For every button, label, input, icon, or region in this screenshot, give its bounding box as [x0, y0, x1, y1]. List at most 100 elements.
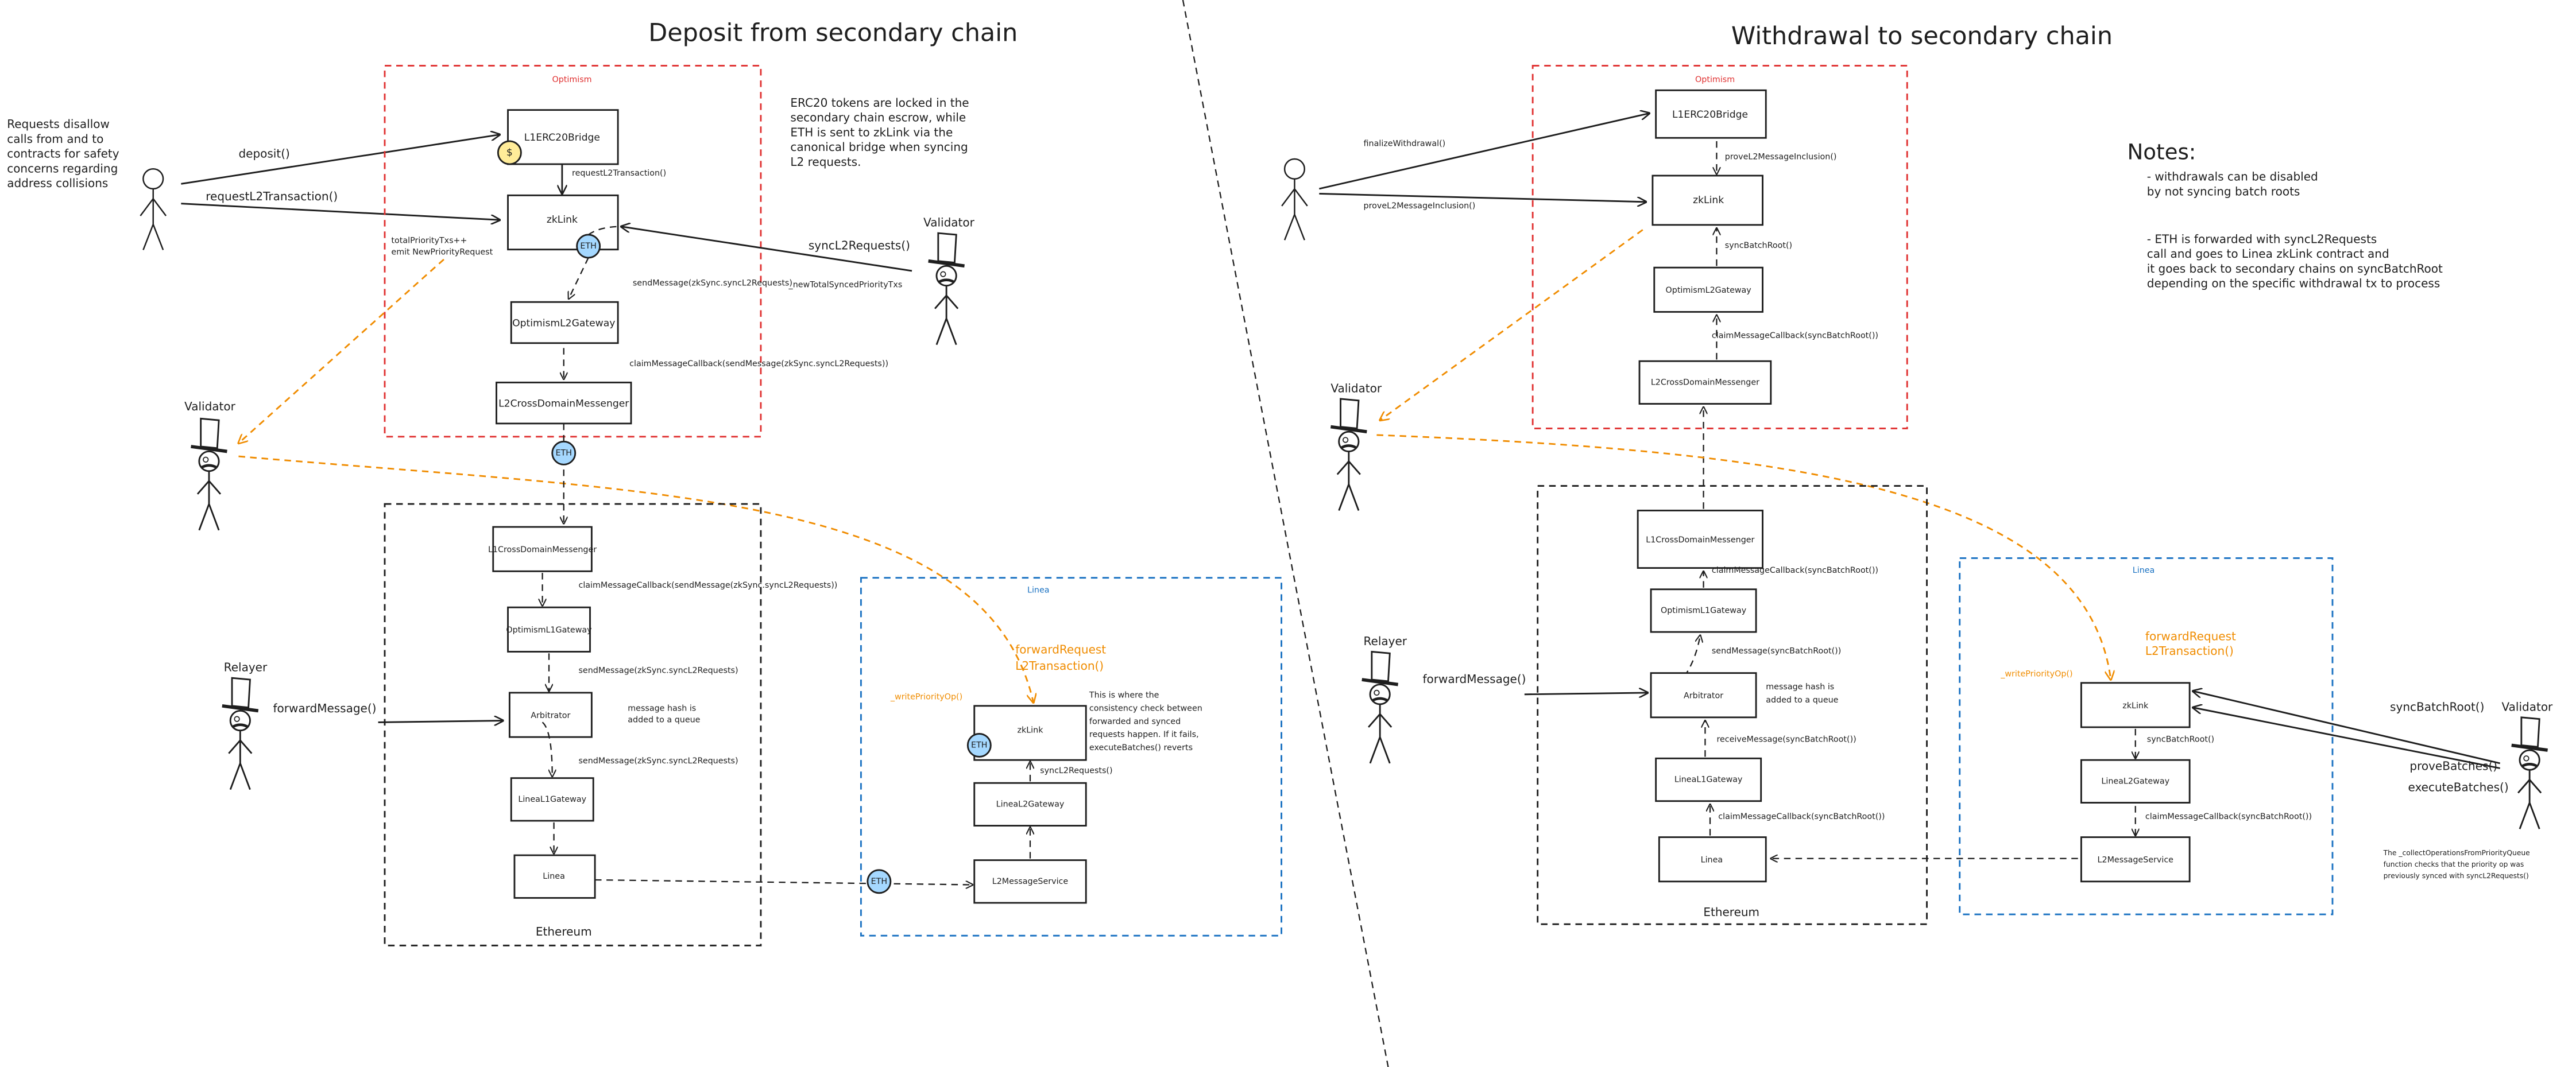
contract-box	[1655, 89, 1767, 139]
contract-box	[973, 859, 1087, 904]
relayer-figure	[222, 678, 258, 789]
diagram-label: L2Transaction()	[1015, 659, 1104, 673]
diagram-label: OptimismL2Gateway	[512, 317, 615, 329]
eth-token-icon	[867, 869, 892, 894]
user-figure	[140, 168, 167, 251]
contract-box	[508, 692, 593, 738]
flow-arrow	[2193, 708, 2500, 769]
validator-left-figure	[1330, 399, 1367, 510]
diagram-label: L2 requests.	[790, 155, 861, 169]
diagram-label: Linea	[1701, 856, 1723, 865]
diagram-label: sendMessage(zkSync.syncL2Requests)	[633, 279, 792, 288]
diagram-label: added to a queue	[628, 715, 700, 724]
diagram-label: emit NewPriorityRequest	[391, 247, 493, 257]
diagram-label: call and goes to Linea zkLink contract a…	[2147, 247, 2389, 261]
diagram-label: L2MessageService	[992, 877, 1069, 886]
diagram-label: ETH	[580, 242, 597, 251]
validator-right-figure	[929, 233, 965, 344]
diagram-label: L1CrossDomainMessenger	[488, 545, 597, 554]
diagram-label: sendMessage(zkSync.syncL2Requests)	[578, 666, 738, 676]
diagram-label: Optimism	[1695, 75, 1735, 84]
contract-box	[1653, 266, 1763, 313]
erc20-token-icon	[497, 140, 522, 165]
withdrawal-title: Withdrawal to secondary chain	[1731, 22, 2113, 51]
contract-box	[2080, 682, 2191, 728]
diagram-label: $	[506, 147, 513, 158]
contract-box	[513, 854, 596, 899]
diagram-label: L2MessageService	[2098, 856, 2174, 865]
contract-box	[496, 381, 632, 425]
diagram-label: LineaL1Gateway	[518, 795, 586, 804]
diagram-label: function checks that the priority op was	[2384, 860, 2524, 868]
diagram-label: - ETH is forwarded with syncL2Requests	[2147, 232, 2377, 246]
diagram-label: This is where the	[1089, 691, 1159, 700]
flow-arrow	[1524, 693, 1648, 694]
diagram-label: requests happen. If it fails,	[1089, 730, 1199, 739]
contract-box	[1658, 836, 1767, 883]
diagram-label: Notes:	[2127, 139, 2196, 164]
optimism-region-withdrawal: Optimism L1ERC20Bridge proveL2MessageInc…	[1531, 64, 1908, 429]
validator-left-label: Validator	[184, 399, 236, 413]
diagram-label: syncL2Requests()	[1040, 766, 1112, 775]
flow-arrow	[238, 258, 444, 443]
diagram-label: L1ERC20Bridge	[524, 132, 600, 143]
diagram-label: ETH	[871, 877, 888, 886]
diagram-label: executeBatches()	[2408, 781, 2509, 794]
diagram-label: L1CrossDomainMessenger	[1646, 536, 1754, 545]
contract-box	[973, 705, 1087, 761]
diagram-label: address collisions	[7, 176, 108, 190]
relayer-label: Relayer	[224, 661, 268, 674]
relayer-figure	[1362, 651, 1398, 763]
diagram-label: finalizeWithdrawal()	[1364, 139, 1446, 149]
diagram-label: LineaL1Gateway	[1674, 775, 1743, 785]
contract-box	[973, 782, 1087, 827]
flow-arrow	[621, 227, 912, 272]
contract-box	[1650, 672, 1757, 719]
flow-arrow	[568, 257, 589, 299]
flow-arrow	[1319, 193, 1646, 201]
contract-box	[1655, 757, 1762, 802]
diagram-label: LineaL2Gateway	[996, 800, 1065, 809]
diagram-label: Ethereum	[1703, 905, 1759, 919]
diagram-label: forwardMessage()	[1423, 672, 1526, 686]
diagram-label: contracts for safety	[7, 147, 119, 161]
diagram-label: _writePriorityOp()	[2000, 669, 2072, 678]
diagram-label: executeBatches() reverts	[1089, 743, 1193, 752]
contract-box	[2080, 836, 2191, 883]
contract-box	[1638, 360, 1772, 405]
relayer-label: Relayer	[1364, 634, 1407, 648]
diagram-label: Linea	[543, 872, 565, 881]
diagram-label: requestL2Transaction()	[572, 169, 666, 178]
validator-left-label: Validator	[1330, 382, 1382, 395]
diagram-label: secondary chain escrow, while	[790, 111, 966, 125]
diagram-label: forwarded and synced	[1089, 717, 1181, 726]
diagram-label: syncBatchRoot()	[1725, 241, 1792, 250]
flow-arrow	[1380, 229, 1643, 420]
diagram-label: Arbitrator	[1684, 692, 1723, 701]
diagram-label: claimMessageCallback(sendMessage(zkSync.…	[578, 581, 837, 590]
section-divider	[1182, 0, 1389, 1067]
flow-arrow	[587, 226, 621, 235]
contract-box	[507, 109, 619, 165]
diagram-label: claimMessageCallback(syncBatchRoot())	[1712, 331, 1878, 340]
diagram-label: claimMessageCallback(syncBatchRoot())	[2145, 812, 2312, 821]
diagram-label: proveBatches()	[2409, 759, 2497, 773]
diagram-label: syncBatchRoot()	[2390, 700, 2484, 713]
diagram-label: claimMessageCallback(syncBatchRoot())	[1718, 812, 1885, 821]
contract-box	[1651, 174, 1763, 226]
eth-token-icon	[966, 732, 992, 758]
ethereum-region-withdrawal: Ethereum L1CrossDomainMessenger claimMes…	[1537, 485, 1928, 925]
contract-box	[492, 526, 593, 572]
request-arrow	[181, 203, 500, 220]
contract-box	[507, 606, 591, 653]
validator-right-label: Validator	[923, 216, 975, 230]
diagram-label: sendMessage(syncBatchRoot())	[1712, 646, 1841, 655]
ethereum-region-deposit: Ethereum L1CrossDomainMessenger claimMes…	[384, 503, 837, 946]
diagram-label: message hash is	[1766, 682, 1834, 692]
diagram-label: forwardMessage()	[273, 701, 377, 715]
contract-box	[510, 301, 619, 344]
diagram-label: totalPriorityTxs++	[391, 236, 467, 245]
